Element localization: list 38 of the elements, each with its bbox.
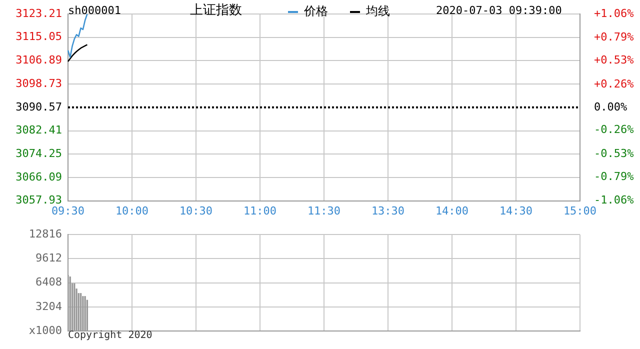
y-tick-label: 3074.25 (16, 146, 62, 160)
y-tick-label: 3057.93 (16, 194, 62, 207)
legend-label: 价格 (303, 3, 328, 20)
y2-tick-label: +0.79% (594, 30, 634, 44)
chart-title: 上证指数 (190, 2, 242, 19)
y-tick-label: 12816 (28, 227, 62, 240)
y-tick-label: 3115.05 (16, 30, 62, 44)
y2-tick-label: -0.79% (594, 170, 634, 183)
y2-tick-label: +0.26% (594, 77, 634, 90)
y2-tick-label: 0.00% (594, 100, 628, 114)
y2-tick-label: -0.53% (594, 146, 634, 160)
x-tick-label: 11:30 (307, 204, 341, 218)
x-tick-label: 14:30 (499, 204, 533, 218)
y2-tick-label: -1.06% (594, 194, 634, 207)
x-tick-label: 15:00 (563, 204, 597, 218)
x-tick-label: 14:00 (435, 204, 469, 218)
y-tick-label: 3098.73 (16, 76, 62, 90)
annotation: Copyright 2020 (68, 330, 152, 341)
y2-tick-label: -0.26% (594, 123, 634, 136)
y-tick-label: 3106.89 (16, 54, 62, 67)
y-tick-label: 3090.57 (16, 100, 62, 114)
y2-tick-label: +0.53% (594, 54, 634, 67)
y-tick-label: 6408 (36, 276, 62, 289)
annotation: 2020-07-03 09:39:00 (436, 4, 562, 17)
x-tick-label: 10:30 (179, 204, 213, 218)
annotation: sh000001 (68, 4, 121, 17)
x-tick-label: 09:30 (51, 204, 85, 218)
y-tick-label: x1000 (28, 324, 62, 337)
y-tick-label: 3082.41 (16, 124, 62, 137)
x-tick-label: 13:30 (371, 204, 405, 218)
x-tick-label: 10:00 (115, 204, 149, 218)
y-tick-label: 9612 (36, 252, 62, 265)
y-tick-label: 3123.21 (16, 6, 62, 20)
y-tick-label: 3204 (36, 300, 62, 313)
y2-tick-label: +1.06% (594, 6, 634, 20)
legend-label: 均线 (365, 3, 390, 20)
y-tick-label: 3066.09 (16, 170, 62, 184)
x-tick-label: 11:00 (243, 204, 277, 218)
